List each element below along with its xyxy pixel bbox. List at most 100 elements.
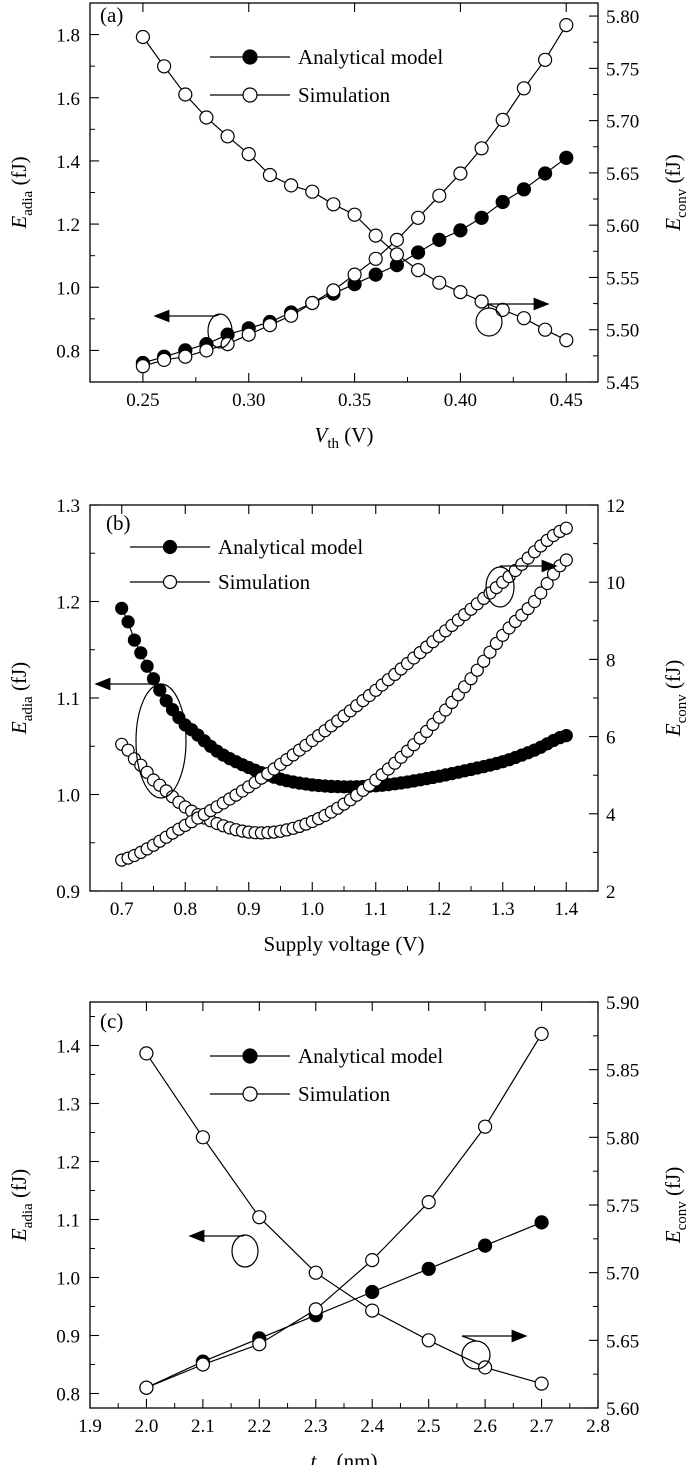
x-tick-label: 2.6 — [473, 1416, 497, 1437]
data-point — [220, 129, 235, 144]
data-point — [516, 182, 532, 197]
y-right-tick-label: 5.85 — [606, 1061, 639, 1082]
x-tick-label: 2.2 — [247, 1416, 271, 1437]
data-point — [432, 275, 447, 290]
y-left-tick-label: 0.8 — [56, 1385, 80, 1406]
chart-panel-c: 1.9 2.0 2.1 2.2 2.3 2.4 2.5 2.6 2.7 2.8 0.8 0.9 1.0 1… — [56, 993, 639, 1437]
data-point — [368, 228, 383, 243]
data-point — [559, 553, 573, 567]
legend-marker-analytical — [162, 539, 178, 555]
legend-label: Simulation — [218, 570, 311, 594]
data-point — [478, 1119, 493, 1134]
series-line — [146, 1033, 543, 1389]
x-axis-label: Vth (V) — [315, 423, 374, 452]
y-right-tick-label: 8 — [606, 650, 616, 671]
data-point — [559, 150, 574, 165]
y-left-tick-label: 1.8 — [56, 26, 80, 47]
legend-marker-simulation — [242, 1086, 258, 1102]
x-tick-label: 2.3 — [304, 1416, 328, 1437]
data-point — [470, 663, 484, 677]
svg-text:Eadia (fJ): Eadia (fJ) — [7, 1169, 36, 1242]
data-point — [559, 18, 574, 33]
data-point — [365, 1252, 380, 1268]
data-point — [534, 1376, 549, 1391]
data-point — [178, 349, 193, 364]
legend-marker-simulation — [162, 574, 178, 590]
data-point — [121, 615, 135, 629]
legend-marker-analytical — [242, 49, 258, 65]
data-point — [284, 178, 299, 193]
data-point — [195, 1357, 210, 1372]
y-left-tick-label: 1.3 — [56, 1095, 80, 1116]
data-point — [252, 1337, 267, 1352]
y-right-tick-label: 5.80 — [606, 7, 639, 28]
x-tick-label: 0.35 — [338, 390, 371, 411]
x-tick-label: 2.8 — [586, 1416, 610, 1437]
series-line — [142, 157, 567, 364]
legend-label: Analytical model — [298, 45, 443, 69]
legend-label: Analytical model — [218, 535, 363, 559]
data-point — [284, 308, 299, 323]
x-tick-label: 0.8 — [173, 899, 197, 920]
data-point — [241, 327, 256, 342]
data-point — [453, 285, 468, 300]
data-point — [474, 294, 489, 309]
chart-panel-b: 0.7 0.8 0.9 1.0 1.1 1.2 1.3 1.4 0.9 1.0 1.1 1.2 1.3 2… — [56, 496, 625, 920]
svg-text:tox (nm): tox (nm) — [311, 1449, 378, 1465]
data-point — [389, 232, 404, 247]
y-left-tick-label: 1.0 — [56, 1269, 80, 1290]
data-point — [199, 110, 214, 125]
x-tick-label: 1.1 — [364, 899, 388, 920]
data-point — [537, 322, 553, 337]
y-right-tick-label: 5.80 — [606, 1128, 639, 1149]
data-point — [559, 521, 573, 535]
data-point — [559, 333, 574, 348]
panel-label: (c) — [100, 1009, 123, 1033]
data-point — [421, 1194, 436, 1210]
x-tick-label: 0.40 — [444, 390, 477, 411]
data-point — [199, 343, 214, 358]
data-point — [178, 87, 193, 102]
y-right-tick-label: 2 — [606, 882, 616, 903]
svg-text:Econv (fJ): Econv (fJ) — [661, 660, 690, 737]
legend: Analytical model Simulation — [210, 1044, 443, 1106]
data-point — [534, 1026, 549, 1042]
left-group-ellipse — [231, 1234, 259, 1268]
x-tick-label: 0.9 — [237, 899, 261, 920]
data-point — [135, 29, 150, 45]
panel-label: (a) — [100, 3, 123, 27]
data-point — [453, 223, 468, 238]
legend-marker-analytical — [242, 1048, 258, 1064]
data-point — [305, 184, 320, 199]
data-point — [308, 1302, 323, 1317]
y-right-tick-label: 12 — [606, 496, 625, 517]
data-point — [495, 112, 510, 128]
y-right-tick-label: 5.50 — [606, 321, 639, 342]
y-right-tick-label: 5.90 — [606, 993, 639, 1014]
y-left-tick-label: 0.9 — [56, 1327, 80, 1348]
data-point — [537, 166, 553, 181]
y-right-tick-label: 5.45 — [606, 373, 639, 394]
y-left-tick-label: 1.2 — [56, 1153, 80, 1174]
data-point — [326, 197, 341, 212]
x-tick-label: 0.45 — [550, 390, 583, 411]
right-arrow-connector — [487, 303, 490, 309]
data-point — [411, 263, 426, 278]
x-tick-label: 0.7 — [110, 899, 134, 920]
chart-panel-a: 0.25 0.30 0.35 0.40 0.45 0.8 1.0 1.2 1.4 1.6 1.8 5.… — [56, 2, 639, 411]
data-point — [534, 586, 548, 600]
data-point — [432, 188, 447, 203]
x-tick-label: 1.0 — [300, 899, 324, 920]
data-point — [146, 672, 161, 686]
series-analytical-left — [135, 150, 574, 371]
y-right-tick-label: 5.65 — [606, 1331, 639, 1352]
data-point — [305, 295, 320, 311]
x-tick-label: 2.0 — [135, 1416, 159, 1437]
y-left-tick-label: 1.6 — [56, 89, 80, 110]
x-axis-label: Supply voltage (V) — [264, 932, 425, 956]
data-point — [559, 728, 573, 743]
data-point — [540, 576, 554, 591]
x-axis-label: tox (nm) — [311, 1449, 378, 1465]
y-right-axis-label: Econv (fJ) — [661, 660, 690, 737]
